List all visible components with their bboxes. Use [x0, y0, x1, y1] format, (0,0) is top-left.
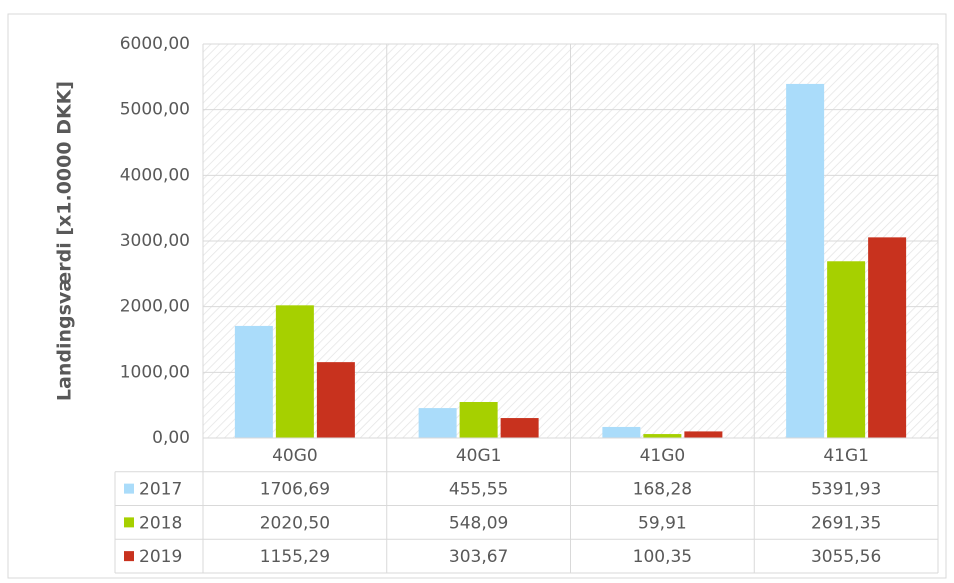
table-value: 2691,35 [811, 513, 881, 533]
table-value: 303,67 [449, 547, 508, 567]
table-value: 455,55 [449, 480, 508, 500]
y-tick-label: 6000,00 [120, 34, 190, 54]
bar [500, 418, 539, 438]
y-tick-label: 0,00 [152, 428, 190, 448]
y-tick-label: 2000,00 [120, 297, 190, 317]
bar [418, 408, 457, 438]
bar [234, 325, 273, 438]
y-axis-title: Landingsværdi [x1.0000 DKK] [54, 81, 76, 401]
category-label: 40G0 [272, 446, 318, 466]
y-tick-label: 1000,00 [120, 362, 190, 382]
legend-key [124, 517, 134, 528]
legend-label: 2017 [139, 480, 182, 500]
table-value: 168,28 [633, 480, 692, 500]
table-value: 100,35 [633, 547, 692, 567]
y-tick-label: 3000,00 [120, 231, 190, 251]
legend-label: 2019 [139, 547, 182, 567]
table-value: 1155,29 [260, 547, 330, 567]
bar [827, 261, 866, 438]
bar [316, 362, 355, 438]
table-value: 2020,50 [260, 513, 330, 533]
bar [684, 431, 723, 438]
bar [786, 83, 825, 438]
bar [459, 402, 498, 438]
legend-key [124, 551, 134, 562]
bar [643, 434, 682, 438]
table-value: 5391,93 [811, 480, 881, 500]
bar [868, 237, 907, 438]
legend-key [124, 483, 134, 494]
y-tick-label: 5000,00 [120, 100, 190, 120]
table-value: 548,09 [449, 513, 508, 533]
table-value: 59,91 [638, 513, 687, 533]
table-value: 3055,56 [811, 547, 881, 567]
table-value: 1706,69 [260, 480, 330, 500]
y-tick-label: 4000,00 [120, 165, 190, 185]
bar [602, 426, 641, 438]
category-label: 41G0 [640, 446, 686, 466]
legend-label: 2018 [139, 513, 182, 533]
category-label: 40G1 [456, 446, 502, 466]
category-label: 41G1 [823, 446, 869, 466]
bar [275, 305, 314, 438]
